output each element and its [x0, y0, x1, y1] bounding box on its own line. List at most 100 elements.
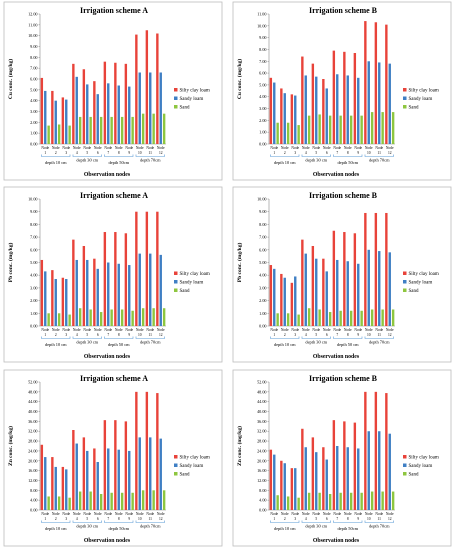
bar [367, 431, 370, 510]
y-tick-label: 11.00 [257, 12, 266, 17]
node-number: 6 [326, 517, 328, 521]
node-label: Node [94, 146, 102, 150]
y-tick-label: 0.00 [30, 142, 37, 147]
node-number: 2 [284, 517, 286, 521]
bar [269, 265, 273, 326]
legend-swatch [403, 280, 407, 284]
y-axis-label: Pb conc. (mg/kg) [236, 243, 243, 283]
node-label: Node [73, 328, 81, 332]
bar [336, 259, 339, 326]
node-number: 5 [86, 517, 88, 521]
bar [68, 314, 71, 326]
node-number: 8 [347, 517, 349, 521]
node-label: Node [41, 146, 49, 150]
bar [138, 253, 141, 326]
bar [332, 50, 336, 144]
bar [54, 466, 57, 510]
node-label: Node [344, 512, 352, 516]
legend-swatch [403, 472, 407, 476]
bar [370, 112, 374, 144]
depth-label: depth 10 cm [45, 160, 67, 165]
node-label: Node [52, 512, 60, 516]
depth-label: depth 10 cm [274, 526, 296, 531]
bar [44, 271, 47, 326]
y-tick-label: 2.00 [259, 118, 266, 123]
bar [325, 88, 328, 144]
node-number: 2 [55, 517, 57, 521]
bar [307, 115, 311, 144]
y-tick-label: 16.00 [257, 468, 266, 473]
node-label: Node [270, 512, 278, 516]
chart-title: Irrigation scheme B [309, 191, 378, 200]
bar [61, 97, 65, 144]
y-tick-label: 10.00 [28, 33, 37, 38]
node-label: Node [291, 328, 299, 332]
depth-bracket [104, 520, 134, 523]
bar [374, 212, 378, 326]
node-number: 3 [294, 151, 296, 155]
bar [99, 494, 103, 510]
bar [103, 61, 107, 144]
panel-frame [3, 186, 223, 363]
bar [57, 496, 61, 510]
node-label: Node [104, 512, 112, 516]
depth-bracket [135, 336, 165, 339]
node-label: Node [386, 512, 394, 516]
bar [349, 492, 353, 510]
bar [40, 77, 44, 144]
bar [364, 391, 367, 510]
y-tick-label: 9.00 [30, 209, 37, 214]
node-label: Node [270, 328, 278, 332]
legend-entry: Sand [409, 289, 420, 294]
y-tick-label: 5.00 [30, 87, 37, 92]
node-label: Node [73, 512, 81, 516]
node-number: 11 [378, 333, 382, 337]
bar [286, 122, 290, 144]
node-number: 4 [305, 151, 307, 155]
bar [145, 391, 149, 510]
bar [57, 313, 61, 326]
y-tick-label: 1.00 [30, 131, 37, 136]
y-tick-label: 5.00 [259, 82, 266, 87]
bar [276, 495, 279, 510]
bar [75, 443, 78, 510]
y-tick-label: 12.00 [28, 12, 37, 17]
node-label: Node [312, 146, 320, 150]
bar [297, 125, 300, 144]
legend-entry: Silty clay loam [409, 89, 439, 94]
node-label: Node [41, 512, 49, 516]
depth-label: depth 50cm [337, 526, 358, 531]
panel-frame [232, 369, 452, 547]
node-number: 11 [378, 151, 382, 155]
node-label: Node [115, 512, 123, 516]
bar [273, 268, 276, 326]
bar [82, 437, 86, 510]
bar [283, 277, 286, 326]
bar [297, 497, 300, 510]
bar [117, 85, 120, 144]
y-tick-label: 2.00 [30, 120, 37, 125]
depth-bracket [41, 154, 71, 157]
bar [276, 122, 279, 144]
y-axis-label: Zn conc. (mg/kg) [236, 426, 243, 466]
bar [120, 309, 124, 326]
y-tick-label: 3.00 [30, 109, 37, 114]
bar [315, 452, 318, 510]
node-label: Node [312, 328, 320, 332]
depth-bracket [333, 520, 363, 523]
y-tick-label: 44.00 [28, 399, 37, 404]
node-number: 9 [357, 151, 359, 155]
y-tick-label: 0.00 [30, 324, 37, 329]
legend-entry: Sand [180, 473, 191, 478]
node-number: 3 [294, 517, 296, 521]
legend-swatch [174, 105, 178, 109]
bar [301, 428, 304, 510]
bar [114, 420, 117, 510]
depth-label: depth 70cm [140, 340, 161, 345]
bar [135, 391, 138, 510]
node-label: Node [365, 512, 373, 516]
depth-label: depth 50cm [108, 160, 129, 165]
bar [40, 259, 44, 326]
bar [149, 253, 152, 326]
legend-entry: Sand [180, 106, 191, 111]
